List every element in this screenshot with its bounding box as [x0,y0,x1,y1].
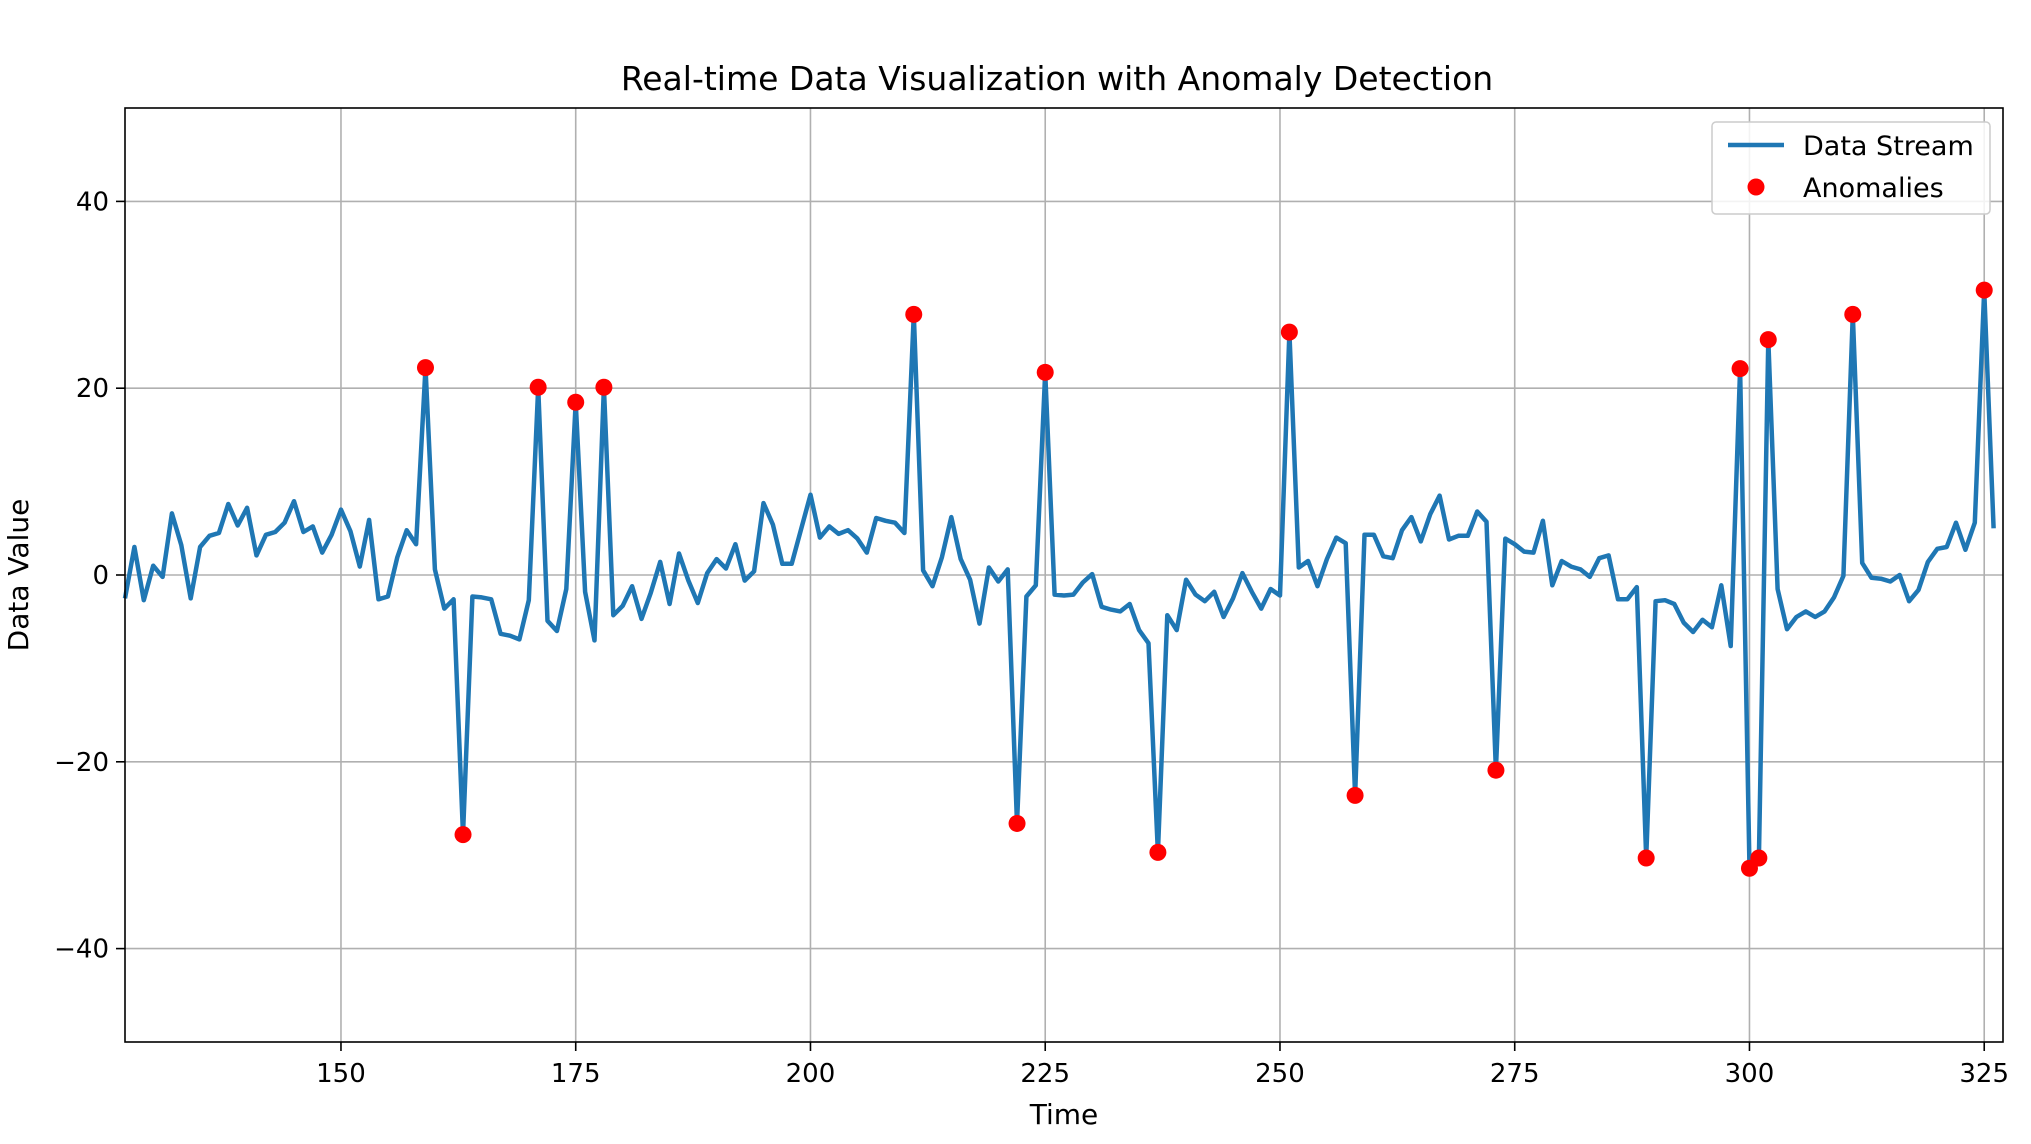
x-axis-label: Time [1029,1098,1099,1131]
data-stream-line [122,287,1996,871]
anomaly-point [1008,814,1026,832]
x-tick-label: 150 [316,1059,366,1089]
y-tick-label: 20 [76,374,109,404]
x-tick-label: 300 [1725,1059,1775,1089]
anomaly-point [567,393,585,411]
anomaly-point [1844,305,1862,323]
y-axis-label: Data Value [2,499,35,652]
x-tick-label: 275 [1490,1059,1540,1089]
anomaly-point [1280,323,1298,341]
x-tick-label: 225 [1020,1059,1070,1089]
y-tick-label: 40 [76,187,109,217]
y-axis-ticks: −40 −20 0 20 40 [54,187,125,965]
x-tick-label: 325 [1959,1059,2009,1089]
y-tick-label: −40 [54,935,109,965]
anomaly-point [1036,363,1054,381]
anomaly-point [1346,786,1364,804]
legend-marker-swatch [1747,178,1765,196]
anomaly-point [1149,843,1167,861]
x-tick-label: 175 [551,1059,601,1089]
legend: Data Stream Anomalies [1711,121,1991,215]
anomaly-point [1731,360,1749,378]
chart-title: Real-time Data Visualization with Anomal… [621,59,1493,98]
series-anomalies [416,281,1993,877]
anomaly-point [529,378,547,396]
y-tick-label: 0 [92,561,109,591]
anomaly-point [595,378,613,396]
series-data-stream [122,287,1996,871]
anomaly-point [1487,761,1505,779]
anomaly-point [1975,281,1993,299]
anomaly-point [905,305,923,323]
x-tick-label: 250 [1255,1059,1305,1089]
anomaly-point [416,359,434,377]
y-tick-label: −20 [54,748,109,778]
anomaly-point [1637,849,1655,867]
x-axis-ticks: 150 175 200 225 250 275 300 325 [316,1042,2009,1089]
anomaly-point [454,826,472,844]
anomaly-point [1759,331,1777,349]
anomaly-point [1750,849,1768,867]
legend-label-anomalies: Anomalies [1803,173,1944,204]
x-tick-label: 200 [786,1059,836,1089]
legend-label-data-stream: Data Stream [1803,131,1974,162]
